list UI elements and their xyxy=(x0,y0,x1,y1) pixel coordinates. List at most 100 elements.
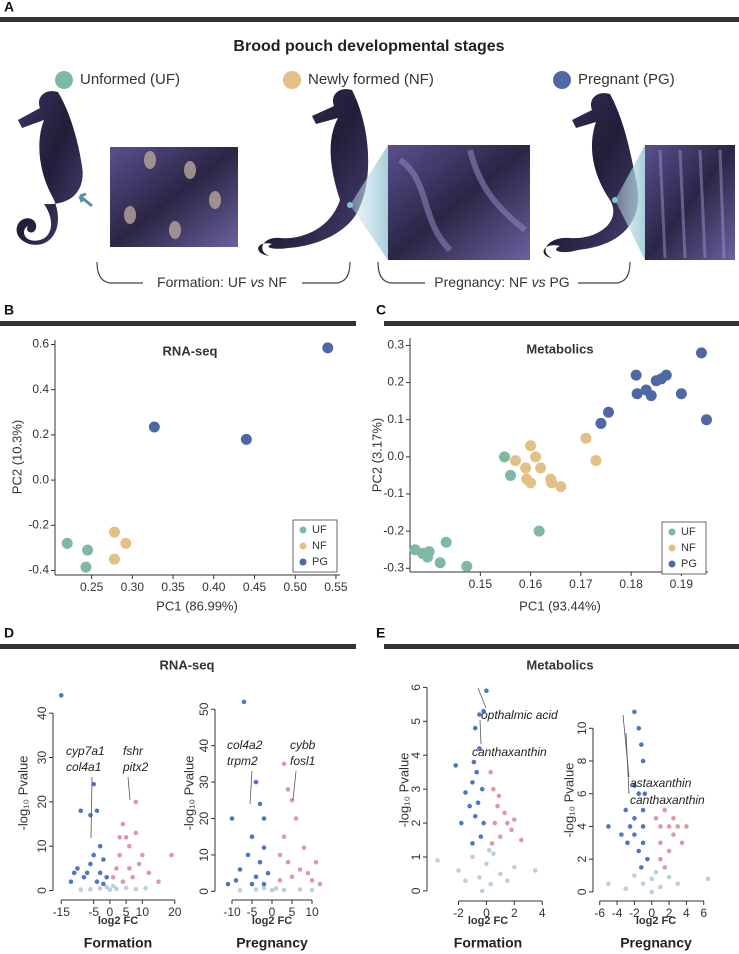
point xyxy=(530,451,542,463)
point xyxy=(281,887,287,893)
point xyxy=(632,873,637,878)
point xyxy=(253,887,259,892)
point xyxy=(653,815,659,821)
y-tick-label: 0.2 xyxy=(387,375,404,389)
x-caption: Pregnancy xyxy=(620,935,692,951)
point xyxy=(498,834,503,839)
annotation: col4a1 xyxy=(66,760,101,774)
point xyxy=(94,879,100,884)
point xyxy=(602,406,614,418)
point xyxy=(488,881,493,887)
y-tick-label: 40 xyxy=(197,739,211,753)
point xyxy=(658,856,663,862)
y-tick-label: -0.4 xyxy=(28,563,49,577)
annotation: cyp7a1 xyxy=(66,744,105,758)
point xyxy=(285,787,291,792)
point xyxy=(471,759,477,765)
panel-label: C xyxy=(376,302,386,318)
point xyxy=(467,803,472,809)
annotation: fosl1 xyxy=(290,754,315,768)
annotation-line xyxy=(479,719,482,745)
point xyxy=(477,712,482,717)
point xyxy=(505,469,517,481)
chart-title: Metabolics xyxy=(526,657,593,672)
y-tick-label: 0.3 xyxy=(387,338,404,352)
point xyxy=(156,879,161,884)
section-bar xyxy=(384,321,739,326)
point xyxy=(101,881,106,887)
point xyxy=(662,807,668,813)
panel-label: E xyxy=(376,625,385,641)
point xyxy=(435,858,440,863)
stage-swatch xyxy=(283,71,301,89)
point xyxy=(233,878,239,883)
y-tick-label: 0.1 xyxy=(387,412,404,426)
point xyxy=(68,879,74,884)
point xyxy=(671,815,676,821)
point xyxy=(229,816,235,821)
point xyxy=(277,852,283,858)
point xyxy=(301,845,307,850)
point xyxy=(479,888,485,894)
annotation-line xyxy=(249,770,253,805)
annotation: col4a2 xyxy=(227,738,263,752)
point xyxy=(535,462,547,474)
point xyxy=(498,451,510,463)
point xyxy=(675,388,687,400)
point xyxy=(684,824,689,829)
x-tick-label: 0.45 xyxy=(243,580,267,594)
point xyxy=(639,742,644,747)
point xyxy=(237,867,243,872)
skin-texture xyxy=(398,149,527,253)
annotation-line xyxy=(90,776,93,839)
y-tick-label: 10 xyxy=(197,848,211,862)
point xyxy=(640,824,646,829)
point xyxy=(91,852,96,858)
point xyxy=(110,883,116,889)
comparison-vs: vs xyxy=(250,274,264,290)
point xyxy=(481,820,486,826)
y-tick-label: -0.3 xyxy=(383,560,404,574)
x-axis-title: log2 FC xyxy=(468,915,508,927)
y-tick-label: 0 xyxy=(35,887,49,894)
x-tick-label: -6 xyxy=(594,906,605,920)
point xyxy=(675,881,681,887)
point xyxy=(146,870,152,876)
point xyxy=(623,886,629,891)
point xyxy=(461,560,473,572)
y-tick-label: 0.6 xyxy=(32,337,49,351)
y-axis-title: PC2 (10.3%) xyxy=(9,420,24,494)
panel-label: D xyxy=(4,625,14,641)
bracket xyxy=(96,261,351,284)
point xyxy=(470,854,475,860)
point xyxy=(269,887,275,893)
point xyxy=(631,388,643,400)
y-tick-label: 30 xyxy=(35,751,49,765)
legend-label: UF xyxy=(681,526,696,538)
point xyxy=(700,414,712,426)
y-tick-label: 40 xyxy=(35,706,49,720)
x-tick-label: -2 xyxy=(629,906,640,920)
point xyxy=(117,852,122,858)
comparison-suffix: PG xyxy=(549,274,569,290)
point xyxy=(658,840,663,846)
point xyxy=(470,841,475,846)
panel-label: B xyxy=(4,302,14,318)
point xyxy=(148,421,160,433)
comparison-label: Formation: UF vs NF xyxy=(157,274,287,290)
point xyxy=(662,865,668,870)
comparison-prefix: Formation: UF xyxy=(157,274,246,290)
y-tick-label: 0.4 xyxy=(32,382,49,396)
legend-label: PG xyxy=(681,558,697,570)
y-tick-label: 0.2 xyxy=(32,427,49,441)
point xyxy=(525,477,537,489)
x-tick-label: 0.25 xyxy=(80,580,104,594)
point xyxy=(313,859,319,865)
point xyxy=(632,709,637,715)
point xyxy=(305,870,311,876)
point xyxy=(477,746,482,751)
y-axis-title: -log₁₀ Pvalue xyxy=(561,763,576,838)
x-tick-label: -10 xyxy=(223,905,241,919)
point xyxy=(625,840,630,846)
point xyxy=(253,779,259,785)
